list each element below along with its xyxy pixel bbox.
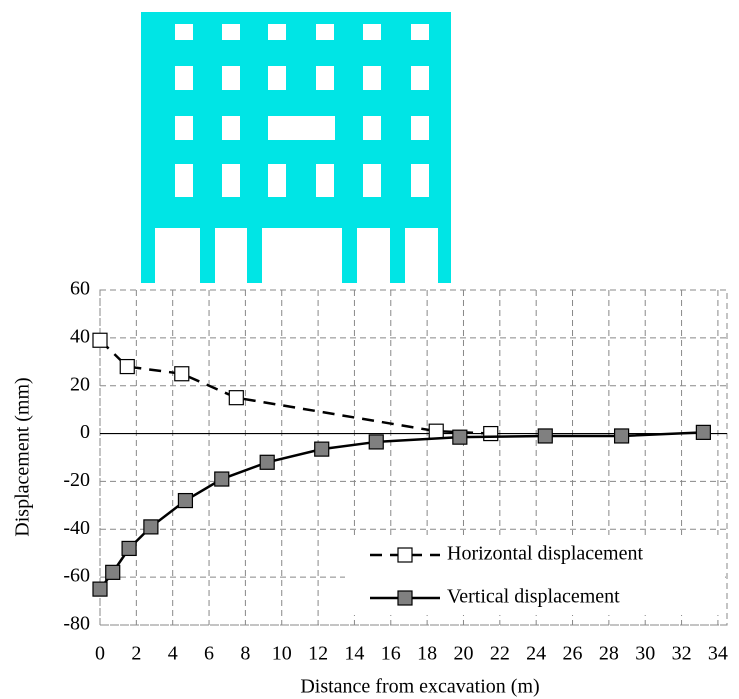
x-tick-label: 14: [344, 643, 364, 665]
x-tick-label: 10: [272, 643, 292, 665]
x-tick-label: 32: [672, 643, 692, 665]
legend-marker: [398, 548, 412, 562]
marker: [144, 520, 158, 534]
x-tick-label: 18: [417, 643, 437, 665]
y-axis-label: Displacement (mm): [12, 377, 34, 536]
y-tick-label: 0: [80, 421, 90, 443]
x-tick-label: 22: [490, 643, 510, 665]
marker: [215, 472, 229, 486]
y-tick-label: -40: [63, 517, 90, 539]
marker: [122, 541, 136, 555]
marker: [696, 425, 710, 439]
y-tick-label: -20: [63, 469, 90, 491]
marker: [615, 429, 629, 443]
x-tick-label: 6: [204, 643, 214, 665]
x-tick-label: 20: [453, 643, 473, 665]
y-tick-label: 40: [70, 325, 90, 347]
legend-marker: [398, 591, 412, 605]
marker: [369, 435, 383, 449]
building-illustration: [141, 12, 451, 283]
x-tick-label: 24: [526, 643, 546, 665]
x-tick-label: 2: [131, 643, 141, 665]
legend-label: Horizontal displacement: [447, 543, 643, 565]
marker: [93, 582, 107, 596]
x-tick-label: 12: [308, 643, 328, 665]
y-tick-label: -60: [63, 565, 90, 587]
marker: [538, 429, 552, 443]
marker: [315, 442, 329, 456]
x-tick-label: 4: [168, 643, 178, 665]
marker: [484, 427, 498, 441]
series-line: [100, 340, 491, 433]
marker: [175, 367, 189, 381]
marker: [178, 494, 192, 508]
y-tick-label: 20: [70, 373, 90, 395]
x-axis-label: Distance from excavation (m): [300, 676, 539, 698]
x-tick-label: 0: [95, 643, 105, 665]
x-tick-label: 28: [599, 643, 619, 665]
marker: [106, 565, 120, 579]
chart: Distance from excavation (m) Displacemen…: [0, 0, 739, 699]
legend-label: Vertical displacement: [447, 586, 620, 608]
x-tick-label: 30: [635, 643, 655, 665]
marker: [453, 430, 467, 444]
y-tick-label: 60: [70, 278, 90, 300]
x-tick-label: 26: [563, 643, 583, 665]
marker: [93, 333, 107, 347]
x-tick-label: 34: [708, 643, 728, 665]
marker: [260, 455, 274, 469]
y-tick-label: -80: [63, 613, 90, 635]
marker: [229, 391, 243, 405]
marker: [120, 360, 134, 374]
marker: [429, 424, 443, 438]
x-tick-label: 8: [240, 643, 250, 665]
x-tick-label: 16: [381, 643, 401, 665]
